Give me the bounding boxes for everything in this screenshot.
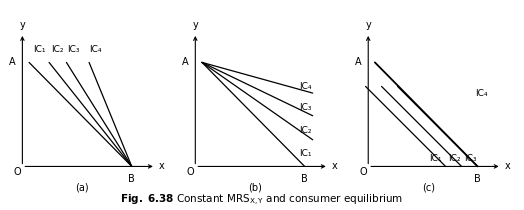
Text: (b): (b) (248, 182, 263, 192)
Text: y: y (192, 20, 198, 30)
Text: O: O (13, 167, 21, 177)
Text: y: y (365, 20, 371, 30)
Text: A: A (182, 57, 189, 67)
Text: IC₃: IC₃ (299, 103, 312, 112)
Text: IC₁: IC₁ (34, 45, 46, 54)
Text: IC₁: IC₁ (299, 149, 312, 158)
Text: (c): (c) (422, 182, 435, 192)
Text: IC₃: IC₃ (67, 45, 79, 54)
Text: B: B (474, 175, 481, 184)
Text: O: O (186, 167, 194, 177)
Text: y: y (19, 20, 25, 30)
Text: A: A (9, 57, 16, 67)
Text: x: x (331, 161, 337, 171)
Text: IC₃: IC₃ (464, 154, 477, 163)
Text: IC₄: IC₄ (299, 82, 312, 91)
Text: IC₄: IC₄ (90, 45, 102, 54)
Text: IC₂: IC₂ (448, 154, 461, 163)
Text: A: A (355, 57, 362, 67)
Text: B: B (301, 175, 308, 184)
Text: B: B (128, 175, 135, 184)
Text: x: x (504, 161, 510, 171)
Text: x: x (158, 161, 164, 171)
Text: IC₄: IC₄ (475, 89, 487, 98)
Text: IC₂: IC₂ (299, 126, 312, 135)
Text: $\bf{Fig.\ 6.38}$ Constant MRS$_{\mathregular{X,Y}}$ and consumer equilibrium: $\bf{Fig.\ 6.38}$ Constant MRS$_{\mathre… (121, 193, 403, 208)
Text: (a): (a) (75, 182, 89, 192)
Text: O: O (359, 167, 367, 177)
Text: IC₂: IC₂ (51, 45, 63, 54)
Text: IC₁: IC₁ (430, 154, 442, 163)
